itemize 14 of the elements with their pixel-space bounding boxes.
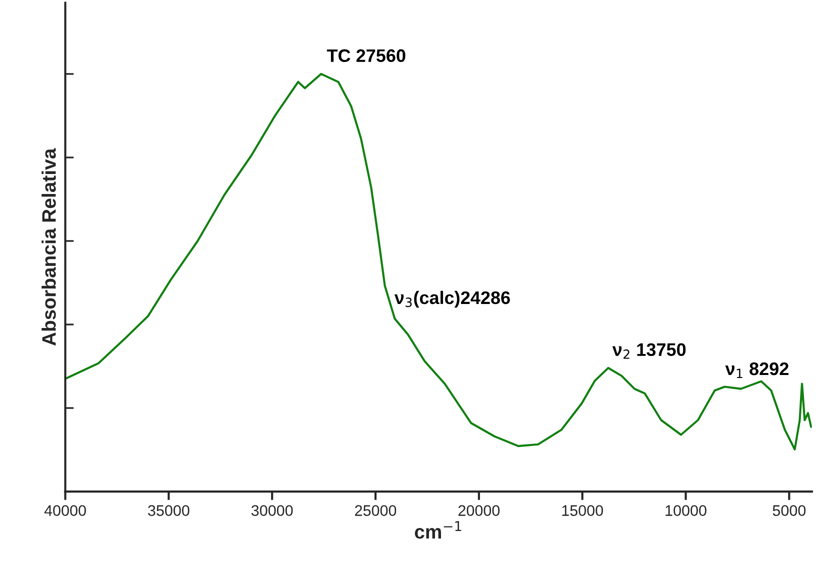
x-axis-title: cm$^{−1}$ [414, 521, 462, 539]
x-tick-label: 5000 [772, 505, 806, 516]
x-tick-label: 35000 [148, 505, 190, 516]
x-tick-label: 20000 [458, 505, 500, 516]
annotation: ν$_{3}$(calc)24286 [394, 290, 510, 308]
x-tick-label: 25000 [355, 505, 396, 516]
y-axis-title: Absorbancia Relativa [42, 148, 56, 346]
annotation: TC 27560 [326, 49, 406, 62]
x-tick-label: 40000 [44, 505, 86, 516]
annotation: ν$_{2}$ 13750 [612, 343, 686, 359]
x-tick-label: 15000 [562, 505, 603, 516]
x-tick-label: 30000 [251, 505, 293, 516]
x-tick-label: 10000 [666, 505, 706, 516]
annotation: ν$_{1}$ 8292 [725, 362, 788, 378]
